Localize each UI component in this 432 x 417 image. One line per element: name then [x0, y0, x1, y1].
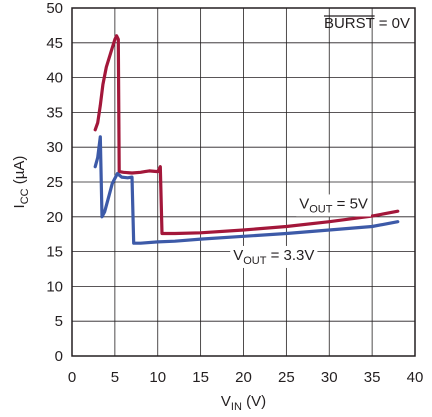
series-label-3v3: VOUT = 3.3V: [230, 245, 318, 268]
y-tick-label: 50: [46, 0, 63, 17]
series-line-vout-3v3: [93, 135, 400, 245]
plot-frame: [71, 7, 416, 357]
y-tick-label: 0: [55, 348, 63, 365]
x-tick-label: 35: [364, 369, 381, 386]
x-tick-label: 10: [149, 369, 166, 386]
y-tick-label: 10: [46, 278, 63, 295]
burst-annotation: BURST = 0V: [323, 15, 410, 32]
y-tick-label: 30: [46, 139, 63, 156]
tick-labels: 0 5 10 15 20 25 30 35 40 0 5 10 15 20 25 30 35 40 45 50: [46, 0, 423, 386]
series-label-5v: VOUT = 5V: [296, 194, 371, 217]
y-axis-title: ICC (µA): [11, 156, 31, 209]
svg-text:BURST = 0V: BURST = 0V: [324, 15, 410, 32]
svg-text:VOUT = 5V: VOUT = 5V: [299, 195, 368, 215]
x-tick-label: 40: [407, 369, 424, 386]
y-tick-label: 20: [46, 209, 63, 226]
x-tick-label: 15: [192, 369, 209, 386]
svg-text:VOUT = 3.3V: VOUT = 3.3V: [233, 247, 314, 267]
y-tick-label: 15: [46, 244, 63, 261]
x-tick-label: 30: [321, 369, 338, 386]
x-tick-label: 20: [235, 369, 252, 386]
y-tick-label: 35: [46, 104, 63, 121]
y-tick-label: 25: [46, 174, 63, 191]
y-tick-label: 5: [55, 313, 63, 330]
series-layer: [93, 34, 400, 245]
series-line-vout-5v: [93, 34, 400, 236]
y-tick-label: 40: [46, 70, 63, 87]
x-tick-label: 5: [111, 369, 119, 386]
x-axis-title: VIN (V): [221, 393, 266, 413]
y-tick-label: 45: [46, 35, 63, 52]
x-tick-label: 25: [278, 369, 295, 386]
grid: [72, 8, 415, 356]
x-tick-label: 0: [68, 369, 76, 386]
